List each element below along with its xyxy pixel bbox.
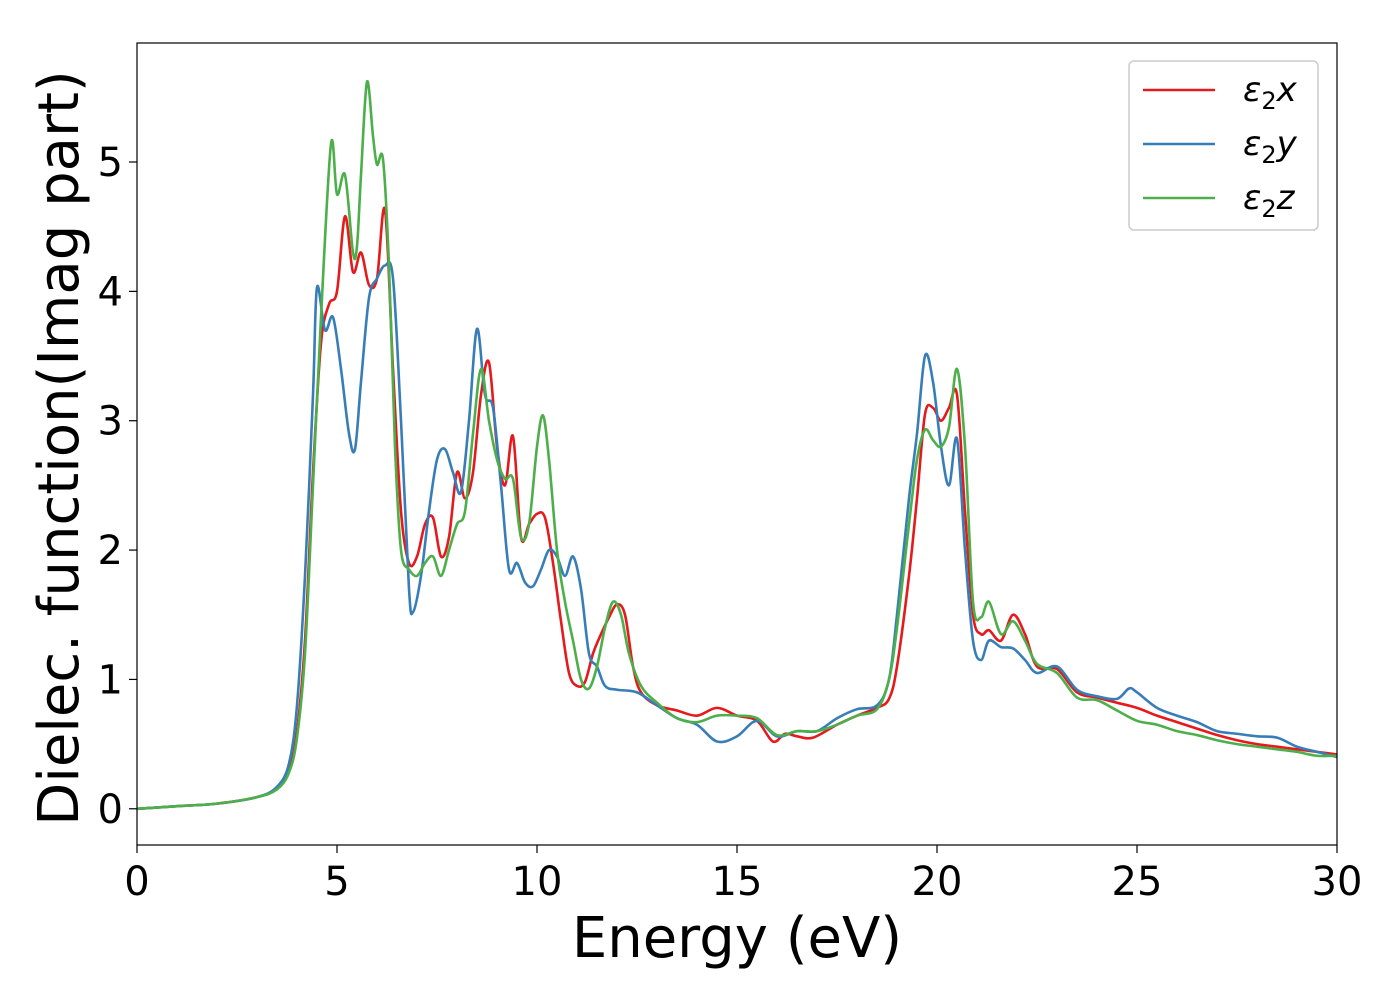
x-tick-label: 25 [1112, 859, 1163, 905]
x-tick-label: 15 [712, 859, 763, 905]
legend: ε2x ε2y ε2z [1128, 60, 1319, 231]
x-tick-label: 5 [324, 859, 349, 905]
y-tick-label: 4 [98, 269, 123, 315]
legend-item-x: ε2x [1143, 70, 1298, 115]
y-tick-label: 2 [98, 528, 123, 574]
legend-item-y: ε2y [1143, 124, 1298, 169]
legend-box [1128, 60, 1319, 231]
x-tick-label: 20 [912, 859, 963, 905]
series-line-y [137, 260, 1337, 811]
legend-label: ε2y [1243, 124, 1298, 169]
y-tick-label: 0 [98, 787, 123, 833]
x-tick-label: 10 [512, 859, 563, 905]
legend-items: ε2x ε2y ε2z [1143, 70, 1298, 223]
legend-label: ε2z [1243, 178, 1296, 223]
x-tick-label: 0 [124, 859, 149, 905]
series-layer [137, 80, 1337, 811]
legend-item-z: ε2z [1143, 178, 1296, 223]
legend-label: ε2x [1243, 70, 1298, 115]
y-tick-label: 3 [98, 399, 123, 445]
y-tick-label: 1 [98, 657, 123, 703]
y-axis-title: Dielec. function(Imag part) [27, 70, 92, 826]
series-line-z [137, 80, 1337, 811]
y-tick-label: 5 [98, 140, 123, 186]
x-axis-title: Energy (eV) [572, 906, 902, 971]
x-tick-label: 30 [1312, 859, 1363, 905]
y-axis: 0 1 2 3 4 5 [98, 140, 137, 833]
x-axis: 0 5 10 15 20 25 30 [124, 845, 1362, 905]
